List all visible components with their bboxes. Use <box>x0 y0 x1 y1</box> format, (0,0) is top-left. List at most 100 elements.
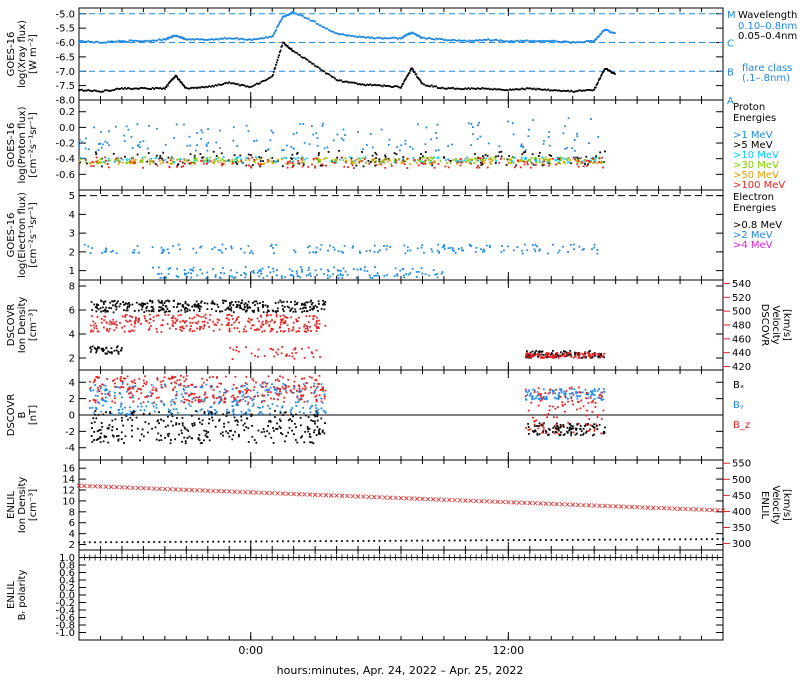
data-point <box>553 356 555 359</box>
data-point <box>128 330 130 333</box>
data-point <box>170 382 173 385</box>
data-point <box>218 390 221 393</box>
data-mark <box>361 494 366 499</box>
data-point <box>97 388 100 391</box>
data-point <box>487 158 490 161</box>
data-point <box>148 322 151 325</box>
data-point <box>567 251 569 253</box>
data-point <box>158 310 161 312</box>
data-point <box>111 300 114 303</box>
data-point <box>97 149 100 151</box>
data-point <box>568 423 571 426</box>
data-point <box>188 435 191 438</box>
data-point <box>528 356 531 359</box>
flare-class-label: B <box>727 67 734 78</box>
data-point <box>588 418 591 420</box>
data-point <box>418 78 421 81</box>
data-point <box>102 383 105 386</box>
data-point <box>373 251 376 253</box>
data-point <box>493 38 496 41</box>
data-point <box>272 429 275 432</box>
data-point <box>142 302 145 305</box>
data-point <box>583 352 586 355</box>
data-point <box>439 38 442 40</box>
data-point <box>185 392 188 395</box>
data-point <box>147 400 150 403</box>
data-point <box>418 34 421 37</box>
data-point <box>172 315 175 317</box>
data-point <box>527 354 530 357</box>
data-point <box>246 85 249 88</box>
data-point <box>223 299 226 302</box>
data-point <box>405 76 408 79</box>
data-point <box>245 411 248 414</box>
data-point <box>598 423 601 426</box>
data-point <box>481 161 483 164</box>
data-point <box>108 394 111 397</box>
data-point <box>401 37 404 39</box>
data-point <box>562 424 565 426</box>
data-point <box>229 304 231 307</box>
data-point <box>223 391 225 394</box>
data-point <box>127 387 130 390</box>
data-point <box>276 422 278 425</box>
data-point <box>237 300 240 303</box>
data-point <box>597 136 600 138</box>
data-point <box>195 396 198 399</box>
data-point <box>499 39 502 42</box>
data-point <box>251 324 254 327</box>
data-point <box>122 88 125 91</box>
data-point <box>126 307 129 310</box>
data-point <box>542 430 545 433</box>
data-point <box>152 316 155 319</box>
data-point <box>296 272 298 275</box>
data-point <box>490 39 493 42</box>
data-point <box>294 303 296 306</box>
data-point <box>564 158 567 161</box>
data-point <box>586 397 589 400</box>
data-point <box>522 88 525 91</box>
data-point <box>537 404 540 407</box>
data-point <box>190 392 193 395</box>
data-point <box>126 375 129 378</box>
data-point <box>497 155 500 158</box>
data-point <box>570 395 573 398</box>
data-point <box>291 407 294 409</box>
data-point <box>526 161 528 164</box>
data-point <box>281 277 283 279</box>
data-point <box>193 159 196 162</box>
data-point <box>525 398 527 401</box>
data-point <box>558 429 560 432</box>
data-point <box>123 134 125 137</box>
data-point <box>262 303 264 306</box>
data-point <box>317 66 320 69</box>
data-point <box>183 272 186 275</box>
data-point <box>172 325 174 328</box>
data-point <box>240 419 243 422</box>
data-point <box>279 420 282 422</box>
data-point <box>272 310 275 313</box>
data-point <box>186 437 189 439</box>
data-point <box>102 347 104 350</box>
data-point <box>89 389 92 392</box>
data-point <box>320 24 323 27</box>
data-point <box>552 390 554 393</box>
data-point <box>232 434 235 437</box>
data-point <box>436 87 439 89</box>
data-point <box>304 414 307 417</box>
data-point <box>121 87 123 89</box>
data-point <box>170 420 173 423</box>
data-point <box>557 356 560 359</box>
data-point <box>202 159 205 162</box>
data-point <box>175 275 178 277</box>
data-mark <box>151 486 157 491</box>
data-point <box>375 164 378 166</box>
data-point <box>190 272 193 275</box>
data-point <box>594 406 597 408</box>
data-point <box>580 161 583 164</box>
data-point <box>292 10 295 13</box>
data-point <box>149 325 152 327</box>
data-point <box>373 158 376 160</box>
data-point <box>261 381 264 384</box>
data-mark <box>307 492 313 497</box>
